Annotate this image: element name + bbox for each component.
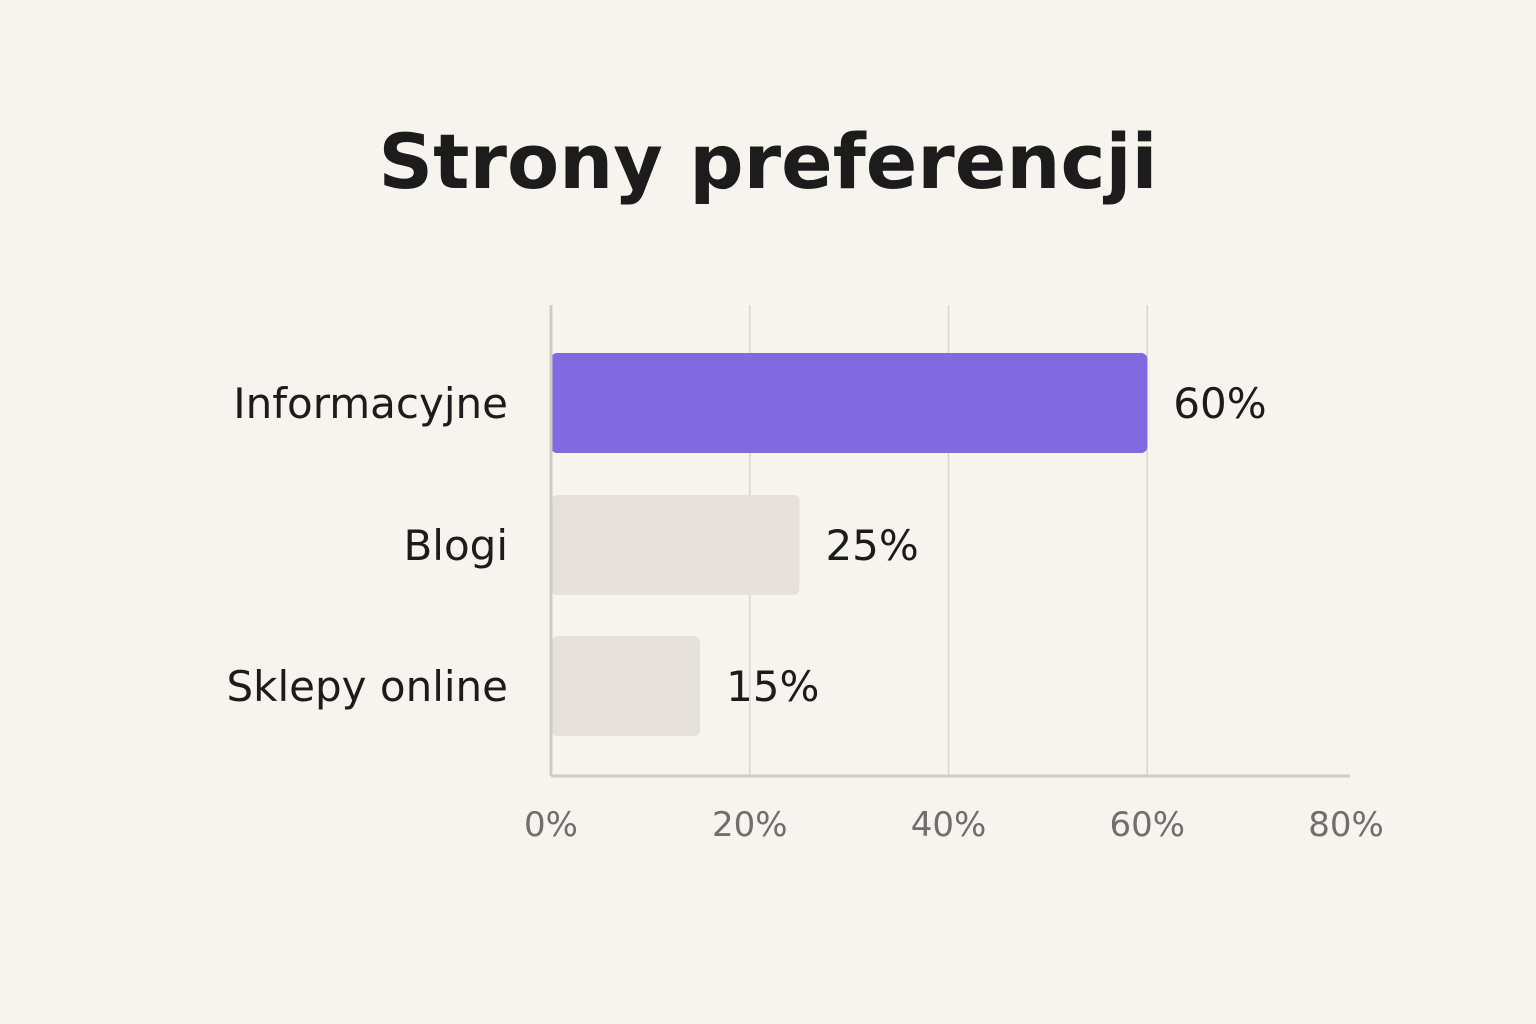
axes [549,305,1350,778]
chart-title: Strony preferencji [378,117,1157,206]
bar-blogi [551,495,800,595]
labels: 0% 20% 40% 60% 80% Informacyjne 60% Blogi 25% Skl… [227,379,1384,845]
category-label: Informacyjne [233,379,508,428]
value-label: 15% [726,662,819,711]
category-label: Blogi [403,521,508,570]
bar-sklepy-online [551,636,701,736]
x-tick-label-0: 0% [524,805,578,845]
x-tick-label-40: 40% [911,805,987,845]
value-label: 60% [1173,379,1266,428]
bar-informacyjne [551,353,1148,453]
x-tick-label-60: 60% [1109,805,1185,845]
x-tick-label-20: 20% [712,805,788,845]
category-label: Sklepy online [227,662,508,711]
x-tick-label-80: 80% [1308,805,1384,845]
value-label: 25% [825,521,918,570]
bars [551,353,1148,736]
